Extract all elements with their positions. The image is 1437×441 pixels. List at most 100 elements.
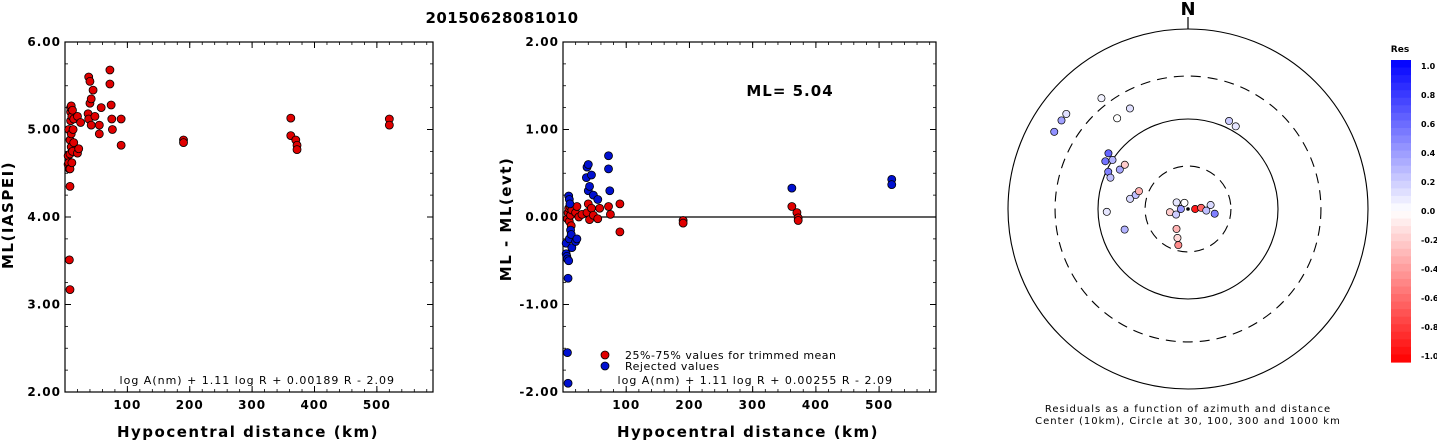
mid-data-point-blue (587, 170, 596, 180)
left-data-point-red (90, 111, 100, 121)
left-y-tick-label: 2.00 (27, 385, 61, 399)
colorbar-segment (1391, 127, 1411, 137)
left-formula: log A(nm) + 1.11 log R + 0.00189 R - 2.0… (120, 374, 395, 387)
left-data-point-red (179, 138, 188, 148)
left-data-point-red (67, 158, 77, 168)
mid-data-point-blue (564, 256, 574, 266)
left-data-point-red (292, 145, 302, 155)
colorbar-tick-label: 0.0 (1421, 207, 1436, 216)
legend-blue-label: Rejected values (625, 360, 720, 373)
colorbar-segment (1391, 67, 1411, 76)
colorbar-tick-label: 0.6 (1421, 120, 1436, 129)
station-marker (1173, 234, 1182, 242)
colorbar-segment (1391, 105, 1411, 114)
mid-data-point-red (787, 202, 797, 211)
colorbar-segment (1391, 75, 1411, 84)
station-marker (1172, 210, 1181, 219)
left-data-point-red (65, 181, 75, 191)
station-marker (1108, 156, 1117, 164)
north-label: N (1180, 0, 1195, 20)
epicenter-marker (1186, 207, 1190, 211)
station-marker (1180, 198, 1189, 207)
left-data-point-red (88, 85, 98, 95)
station-marker (1120, 160, 1129, 169)
left-data-point-red (86, 120, 96, 130)
left-data-point-red (85, 76, 95, 86)
colorbar-segment (1391, 60, 1411, 69)
station-marker (1050, 127, 1059, 136)
ring-100km (1097, 118, 1279, 300)
left-x-axis-label: Hypocentral distance (km) (117, 423, 379, 441)
station-marker (1102, 207, 1111, 216)
legend-red-marker (600, 350, 610, 360)
mid-data-point-red (678, 218, 688, 228)
colorbar-segment (1391, 346, 1411, 356)
mid-data-point-red (604, 202, 613, 211)
colorbar-segment (1391, 120, 1411, 129)
colorbar-segment (1391, 173, 1411, 182)
polar-caption-line1: Residuals as a function of azimuth and d… (1045, 404, 1331, 415)
mid-data-point-blue (565, 199, 575, 209)
left-data-point-red (74, 144, 84, 154)
mid-y-tick-label: 2.00 (525, 35, 559, 49)
colorbar-segment (1391, 90, 1411, 99)
panel-azimuth-residuals: N Residuals as a function of azimuth and… (1007, 0, 1437, 427)
mid-data-point-red (606, 209, 615, 219)
colorbar-segment (1391, 294, 1411, 303)
station-marker (1113, 114, 1122, 123)
colorbar-segment (1391, 150, 1411, 159)
colorbar-tick-label: -0.2 (1421, 236, 1437, 245)
colorbar-segment (1391, 286, 1411, 295)
colorbar-segment (1391, 316, 1411, 325)
colorbar-segment (1391, 278, 1411, 288)
left-data-point-red (65, 285, 75, 295)
colorbar-title: Res (1391, 45, 1409, 55)
left-data-point-red (76, 118, 85, 127)
colorbar-tick-label: 1.0 (1421, 62, 1436, 71)
mid-data-point-blue (572, 234, 582, 244)
station-marker (1097, 94, 1106, 103)
left-data-point-red (68, 125, 78, 134)
left-data-point-red (116, 114, 126, 124)
colorbar-segment (1391, 82, 1411, 91)
legend-blue-marker (600, 361, 610, 371)
colorbar-segment (1391, 180, 1411, 189)
colorbar-segment (1391, 203, 1411, 212)
left-data-point-red (64, 255, 74, 265)
left-data-point-red (107, 114, 117, 124)
mid-x-tick-label: 500 (865, 398, 893, 412)
mid-data-point-blue (585, 181, 594, 191)
left-data-point-red (86, 94, 96, 104)
mid-y-tick-label: -2.00 (519, 385, 559, 399)
mid-data-point-red (593, 214, 603, 224)
mid-data-point-red (615, 199, 625, 209)
mid-data-point-blue (887, 180, 897, 190)
left-x-tick-label: 100 (113, 398, 141, 412)
mid-y-tick-label: 0.00 (525, 210, 559, 224)
colorbar-segment (1391, 271, 1411, 280)
colorbar-segment (1391, 241, 1411, 250)
mid-data-point-blue (604, 164, 613, 174)
colorbar-tick-label: -0.4 (1421, 265, 1437, 274)
mid-data-point-blue (787, 183, 797, 193)
station-marker (1106, 173, 1115, 182)
colorbar-segment (1391, 195, 1411, 205)
colorbar-segment (1391, 165, 1411, 174)
mid-y-tick-label: -1.00 (519, 298, 559, 312)
left-x-tick-label: 300 (238, 398, 266, 412)
colorbar-segment (1391, 158, 1411, 167)
mid-y-tick-label: 1.00 (525, 123, 559, 137)
colorbar-segment (1391, 112, 1411, 121)
left-x-tick-label: 500 (363, 398, 391, 412)
station-marker (1206, 201, 1215, 209)
figure-title: 20150628081010 (425, 9, 578, 27)
colorbar-segment (1391, 248, 1411, 257)
mid-data-point-blue (583, 160, 593, 169)
left-data-point-red (68, 105, 77, 115)
mid-data-point-blue (563, 273, 573, 283)
station-marker (1176, 205, 1185, 213)
left-data-point-red (105, 79, 115, 89)
ring-30km (1144, 165, 1232, 253)
left-data-point-red (286, 113, 296, 123)
